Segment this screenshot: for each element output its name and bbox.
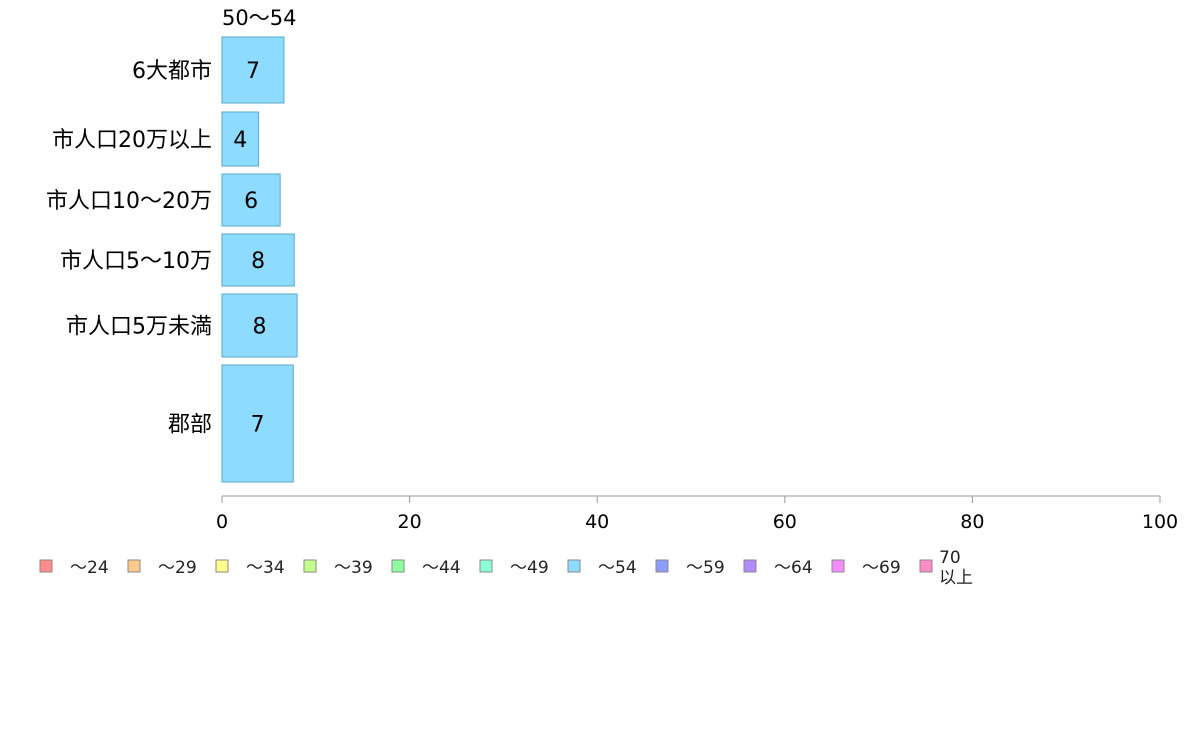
- legend-swatch: [127, 559, 141, 573]
- legend-label: 〜54: [598, 558, 637, 578]
- bar-value-label: 6: [244, 189, 258, 214]
- legend-label: 〜64: [774, 558, 813, 578]
- legend-swatch: [655, 559, 669, 573]
- legend-swatch: [567, 559, 581, 573]
- legend-swatch: [215, 559, 229, 573]
- x-axis: 0 20 40 60 80 100: [216, 495, 1178, 533]
- bar-value-label: 7: [246, 59, 260, 84]
- legend-swatch: [479, 559, 493, 573]
- x-tick-label: 0: [216, 511, 228, 533]
- legend-swatch: [39, 559, 53, 573]
- legend-swatch: [919, 559, 933, 573]
- legend-swatch: [743, 559, 757, 573]
- legend-label: 〜44: [422, 558, 461, 578]
- legend: 〜24 〜29 〜34 〜39 〜44 〜49 〜54 〜59 〜64 〜69 70 以上: [39, 548, 973, 588]
- legend-label: 〜59: [686, 558, 725, 578]
- bars-layer: 7 6大都市 4 市人口20万以上 6 市人口10〜20万 8 市人口5〜10万 8 市人口5万未…: [46, 36, 298, 483]
- legend-label: 〜34: [246, 558, 285, 578]
- legend-label: 〜24: [70, 558, 109, 578]
- x-tick-label: 80: [960, 511, 984, 533]
- legend-swatch: [831, 559, 845, 573]
- category-label: 6大都市: [132, 59, 212, 84]
- bar-value-label: 7: [251, 413, 265, 438]
- bar: [221, 364, 294, 483]
- category-label: 市人口10〜20万: [46, 189, 212, 214]
- category-label: 市人口5〜10万: [60, 249, 212, 274]
- category-label: 郡部: [168, 413, 212, 438]
- x-tick-label: 20: [398, 511, 422, 533]
- category-label: 市人口20万以上: [52, 128, 212, 153]
- legend-label: 70 以上: [939, 548, 973, 588]
- bar: [221, 233, 295, 287]
- x-tick-label: 40: [585, 511, 609, 533]
- x-tick-label: 100: [1142, 511, 1178, 533]
- bar: [221, 293, 298, 358]
- legend-label: 〜29: [158, 558, 197, 578]
- x-tick-label: 60: [773, 511, 797, 533]
- bar: [221, 111, 260, 167]
- bar-value-label: 4: [233, 128, 247, 153]
- series-title: 50〜54: [222, 6, 296, 30]
- legend-label: 〜49: [510, 558, 549, 578]
- category-label: 市人口5万未満: [66, 315, 212, 340]
- legend-swatch: [303, 559, 317, 573]
- bar-value-label: 8: [251, 249, 265, 274]
- bar: [221, 173, 281, 227]
- legend-label: 〜39: [334, 558, 373, 578]
- legend-label: 〜69: [862, 558, 901, 578]
- bar-value-label: 8: [253, 315, 267, 340]
- bar: [221, 36, 285, 104]
- legend-swatch: [391, 559, 405, 573]
